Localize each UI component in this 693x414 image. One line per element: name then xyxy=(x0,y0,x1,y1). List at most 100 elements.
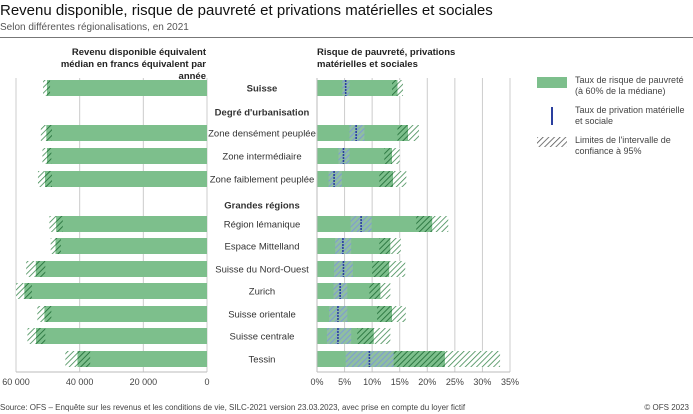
poverty-ci-outer xyxy=(380,283,391,299)
poverty-ci-outer xyxy=(391,148,400,164)
income-bar xyxy=(46,148,208,164)
poverty-ci-outer xyxy=(397,80,404,96)
poverty-bar xyxy=(317,80,398,96)
income-bar xyxy=(55,238,208,254)
income-ci-inner xyxy=(55,238,61,254)
poverty-ci-outer xyxy=(444,351,501,367)
category-label: Zone intermédiaire xyxy=(222,152,301,163)
poverty-ci-inner xyxy=(357,328,374,344)
right-tick-label: 30% xyxy=(473,377,491,387)
poverty-ci-outer xyxy=(407,125,420,141)
income-ci-inner xyxy=(44,171,52,187)
right-panel-poverty: 0% 5% 10% 15% 20% 25% 30% 35% xyxy=(310,78,519,387)
poverty-ci-inner xyxy=(397,125,408,141)
income-ci-outer xyxy=(16,283,25,299)
poverty-ci-inner xyxy=(379,171,394,187)
category-label: Suisse orientale xyxy=(228,310,296,321)
right-tick-label: 0% xyxy=(310,377,323,387)
income-ci-outer xyxy=(27,328,37,344)
poverty-bar xyxy=(317,148,392,164)
legend-item-ci: Limites de l'intervalle de confiance à 9… xyxy=(537,135,693,157)
legend-label-poverty: Taux de risque de pauvreté (à 60% de la … xyxy=(575,75,684,96)
category-label: Suisse xyxy=(247,84,278,95)
left-tick-label: 40 000 xyxy=(66,377,94,387)
category-label: Tessin xyxy=(249,355,276,366)
poverty-ci-outer xyxy=(389,261,406,277)
poverty-ci-outer xyxy=(393,171,407,187)
income-ci-inner xyxy=(46,148,52,164)
right-tick-label: 35% xyxy=(501,377,519,387)
income-ci-outer xyxy=(42,148,47,164)
group-heading: Degré d'urbanisation xyxy=(215,108,310,119)
income-ci-inner xyxy=(44,306,52,322)
income-ci-outer xyxy=(37,171,45,187)
category-label: Suisse du Nord-Ouest xyxy=(215,265,309,276)
deprivation-ci xyxy=(328,171,342,187)
poverty-ci-inner xyxy=(379,238,391,254)
income-bar xyxy=(46,125,207,141)
income-ci-inner xyxy=(24,283,32,299)
title-divider xyxy=(0,37,693,38)
income-bar xyxy=(56,216,207,232)
deprivation-ci xyxy=(349,125,365,141)
income-ci-outer xyxy=(65,351,78,367)
income-ci-inner xyxy=(46,125,52,141)
legend: Taux de risque de pauvreté (à 60% de la … xyxy=(537,75,693,165)
category-label: Zone densément peuplée xyxy=(208,129,316,140)
income-ci-inner xyxy=(77,351,91,367)
legend-swatch-hatch xyxy=(537,137,567,147)
income-bar xyxy=(77,351,208,367)
source-note: Source: OFS – Enquête sur les revenus et… xyxy=(0,403,466,412)
legend-item-poverty: Taux de risque de pauvreté (à 60% de la … xyxy=(537,75,693,97)
category-label: Zurich xyxy=(249,287,275,298)
category-label: Région lémanique xyxy=(224,220,301,231)
income-ci-outer xyxy=(26,261,36,277)
poverty-ci-inner xyxy=(384,148,392,164)
right-tick-label: 25% xyxy=(446,377,464,387)
right-panel-title: Risque de pauvreté, privations matériell… xyxy=(317,47,456,70)
income-ci-outer xyxy=(43,80,47,96)
legend-swatch-blue-line xyxy=(551,107,553,125)
legend-swatch-green xyxy=(537,77,567,88)
income-ci-outer xyxy=(49,216,57,232)
income-bar xyxy=(44,171,207,187)
income-ci-outer xyxy=(50,238,56,254)
poverty-ci-inner xyxy=(377,306,392,322)
chart-title: Revenu disponible, risque de pauvreté et… xyxy=(0,2,493,19)
category-label: Zone faiblement peuplée xyxy=(210,175,315,186)
income-ci-inner xyxy=(36,328,46,344)
income-ci-outer xyxy=(40,125,47,141)
income-bar xyxy=(36,328,208,344)
left-panel-title: Revenu disponible équivalent médian en f… xyxy=(60,47,206,82)
poverty-ci-outer xyxy=(373,328,391,344)
poverty-ci-outer xyxy=(391,306,406,322)
poverty-ci-outer xyxy=(390,238,401,254)
deprivation-ci xyxy=(326,328,352,344)
income-bar xyxy=(46,80,208,96)
right-tick-label: 15% xyxy=(391,377,409,387)
left-tick-label: 60 000 xyxy=(2,377,30,387)
left-tick-label: 20 000 xyxy=(130,377,158,387)
category-label: Espace Mittelland xyxy=(225,242,300,253)
category-labels: Suisse Zone densément peuplée Zone intermé… xyxy=(208,84,316,366)
legend-label-ci: Limites de l'intervalle de confiance à 9… xyxy=(575,135,671,156)
chart-subtitle: Selon différentes régionalisations, en 2… xyxy=(0,22,189,33)
poverty-ci-inner xyxy=(391,80,398,96)
income-bar xyxy=(35,261,208,277)
poverty-bar xyxy=(317,216,433,232)
right-tick-label: 10% xyxy=(363,377,381,387)
right-tick-label: 20% xyxy=(418,377,436,387)
right-tick-label: 5% xyxy=(338,377,351,387)
copyright: © OFS 2023 xyxy=(644,403,689,412)
income-bar xyxy=(24,283,207,299)
income-ci-inner xyxy=(35,261,46,277)
left-tick-label: 0 xyxy=(204,377,209,387)
income-bar xyxy=(44,306,207,322)
legend-label-deprivation: Taux de privation matérielle et sociale xyxy=(575,105,685,126)
category-label: Suisse centrale xyxy=(230,332,295,343)
poverty-ci-inner xyxy=(369,283,381,299)
income-ci-inner xyxy=(56,216,63,232)
poverty-bar xyxy=(317,283,381,299)
poverty-ci-outer xyxy=(432,216,449,232)
poverty-ci-inner xyxy=(416,216,433,232)
